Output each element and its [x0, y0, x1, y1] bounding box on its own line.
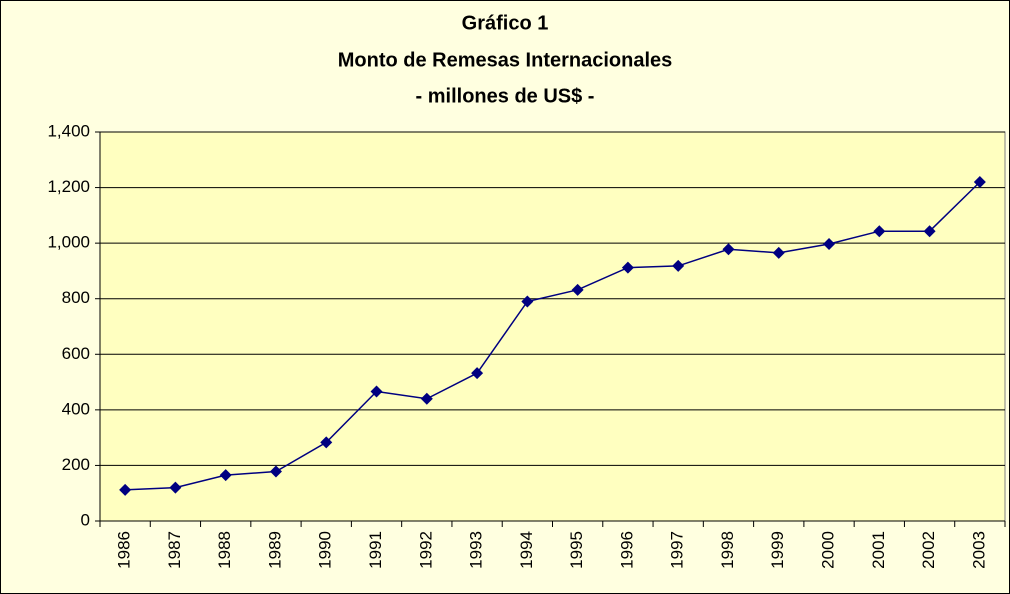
x-tick-label: 1996: [617, 531, 636, 569]
x-tick-label: 1986: [115, 531, 134, 569]
y-tick-label: 400: [62, 399, 90, 418]
y-tick-label: 600: [62, 344, 90, 363]
x-tick-label: 1990: [316, 531, 335, 569]
x-tick-label: 1997: [668, 531, 687, 569]
x-tick-label: 1994: [517, 531, 536, 569]
data-line: [125, 181, 981, 491]
y-tick-label: 800: [62, 288, 90, 307]
data-point: [269, 465, 282, 478]
data-point: [169, 481, 182, 494]
x-tick-label: 1993: [467, 531, 486, 569]
data-point: [320, 436, 333, 449]
x-tick-label: 1991: [366, 531, 385, 569]
y-tick-label: 1,200: [47, 177, 90, 196]
y-tick-label: 1,400: [47, 121, 90, 140]
x-tick-label: 2002: [919, 531, 938, 569]
data-point: [873, 225, 886, 238]
data-point: [973, 176, 986, 189]
data-point: [521, 295, 534, 308]
chart-title: Gráfico 1: [462, 12, 549, 34]
data-point: [621, 261, 634, 274]
y-tick-label: 0: [81, 510, 90, 529]
data-point: [119, 483, 132, 496]
data-point: [471, 367, 484, 380]
data-point: [219, 469, 232, 482]
data-point: [571, 283, 584, 296]
y-tick-label: 200: [62, 455, 90, 474]
chart-title: Monto de Remesas Internacionales: [338, 49, 673, 71]
data-point: [672, 259, 685, 272]
data-point: [722, 243, 735, 256]
x-tick-label: 2000: [819, 531, 838, 569]
data-point: [923, 225, 936, 238]
data-point: [420, 392, 433, 405]
data-point: [370, 385, 383, 398]
x-tick-label: 1987: [165, 531, 184, 569]
x-tick-label: 1992: [416, 531, 435, 569]
data-point: [823, 237, 836, 250]
x-tick-label: 1999: [768, 531, 787, 569]
x-tick-label: 1998: [718, 531, 737, 569]
x-tick-label: 1988: [215, 531, 234, 569]
data-point: [772, 246, 785, 259]
x-tick-label: 2001: [869, 531, 888, 569]
x-tick-label: 2003: [969, 531, 988, 569]
plot-area: [99, 131, 1006, 522]
y-tick-label: 1,000: [47, 233, 90, 252]
x-tick-label: 1995: [567, 531, 586, 569]
chart-title: - millones de US$ -: [416, 85, 595, 107]
x-tick-label: 1989: [265, 531, 284, 569]
